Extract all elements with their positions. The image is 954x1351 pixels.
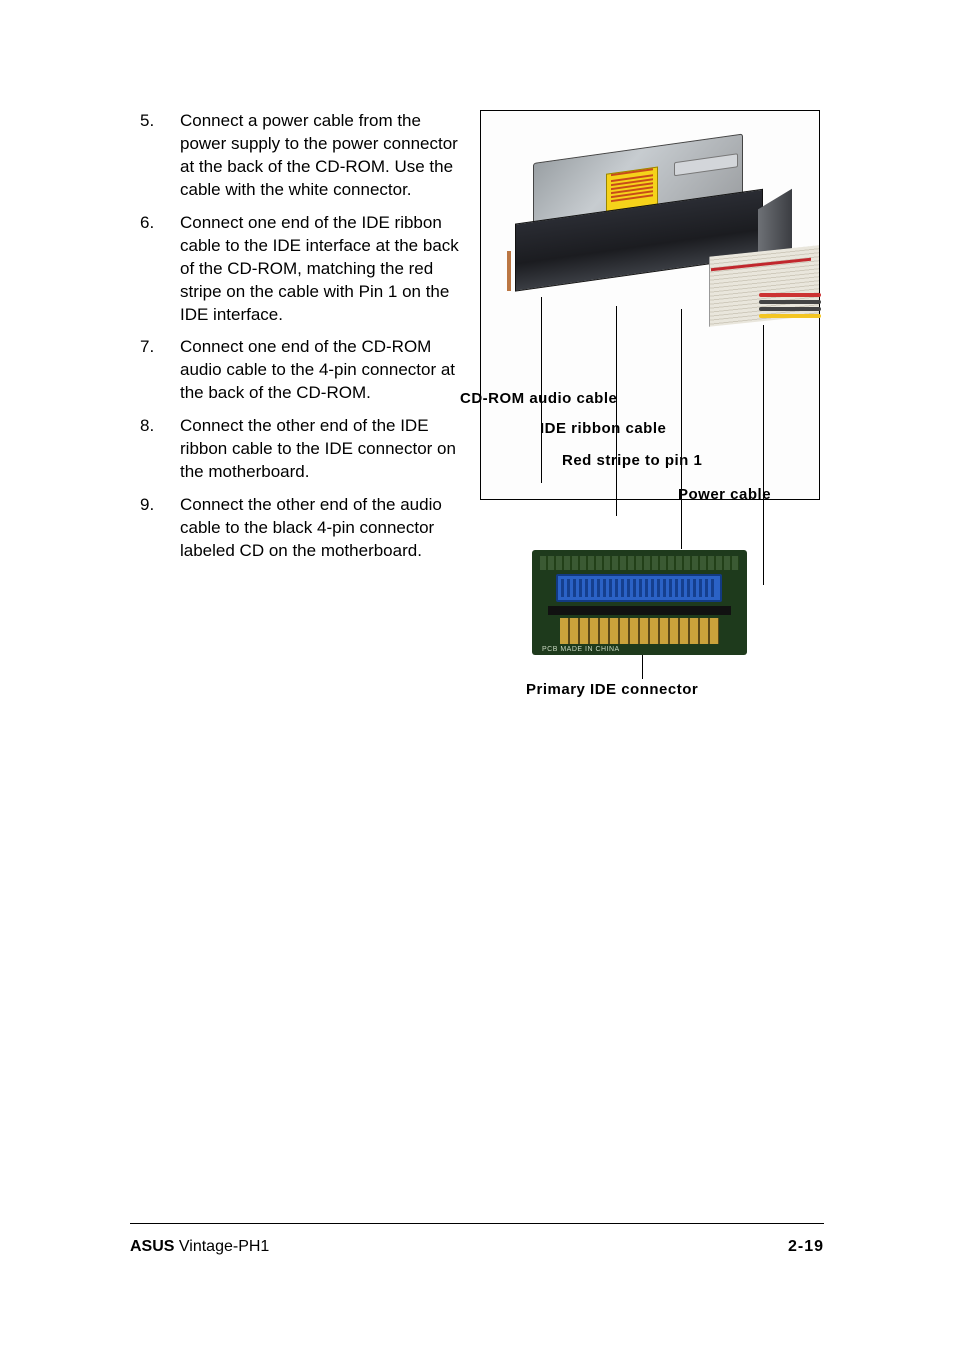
step-number: 6. (140, 212, 180, 327)
leader-line (763, 325, 764, 585)
leader-line (642, 655, 643, 679)
step-item: 8. Connect the other end of the IDE ribb… (140, 415, 470, 484)
step-text: Connect one end of the CD-ROM audio cabl… (180, 336, 470, 405)
leader-line (616, 306, 617, 516)
footer-brand: ASUS (130, 1238, 174, 1255)
footer-page-number: 2-19 (788, 1238, 824, 1256)
brand-plate (674, 153, 738, 176)
step-list: 5. Connect a power cable from the power … (140, 110, 470, 563)
audio-cable-graphic (507, 251, 511, 291)
step-number: 5. (140, 110, 180, 202)
label-red-stripe: Red stripe to pin 1 (562, 452, 702, 469)
step-number: 7. (140, 336, 180, 405)
ide-connector-graphic (556, 574, 722, 602)
power-wire-yellow (759, 314, 821, 318)
content-area: 5. Connect a power cable from the power … (140, 110, 824, 698)
instruction-column: 5. Connect a power cable from the power … (140, 110, 470, 698)
footer-row: ASUS Vintage-PH1 2-19 (130, 1238, 824, 1256)
step-item: 9. Connect the other end of the audio ca… (140, 494, 470, 563)
footer-model: Vintage-PH1 (174, 1238, 269, 1255)
leader-line (681, 309, 682, 549)
pcb-strip (548, 606, 731, 615)
gold-pin-row (560, 618, 719, 634)
gold-pin-row (560, 634, 719, 644)
power-wire-black (759, 300, 821, 304)
power-wire-black (759, 307, 821, 311)
step-text: Connect the other end of the audio cable… (180, 494, 470, 563)
cdrom-figure (480, 110, 820, 500)
label-primary-ide: Primary IDE connector (526, 681, 824, 698)
power-cable-graphic (759, 291, 821, 327)
step-item: 6. Connect one end of the IDE ribbon cab… (140, 212, 470, 327)
figure-column: CD-ROM audio cable IDE ribbon cable Red … (490, 110, 824, 698)
step-text: Connect the other end of the IDE ribbon … (180, 415, 470, 484)
step-item: 5. Connect a power cable from the power … (140, 110, 470, 202)
power-wire-red (759, 293, 821, 297)
step-item: 7. Connect one end of the CD-ROM audio c… (140, 336, 470, 405)
motherboard-ide-graphic: PCB MADE IN CHINA (532, 550, 747, 655)
step-number: 8. (140, 415, 180, 484)
label-ide-cable: IDE ribbon cable (540, 420, 666, 437)
pcb-trace-row (540, 556, 739, 570)
step-text: Connect a power cable from the power sup… (180, 110, 470, 202)
step-number: 9. (140, 494, 180, 563)
pcb-silk-text: PCB MADE IN CHINA (542, 646, 620, 653)
footer-divider (130, 1223, 824, 1224)
label-audio-cable: CD-ROM audio cable (460, 390, 617, 407)
motherboard-figure-wrap: PCB MADE IN CHINA Primary IDE connector (532, 550, 824, 698)
page: 5. Connect a power cable from the power … (0, 0, 954, 1351)
step-text: Connect one end of the IDE ribbon cable … (180, 212, 470, 327)
footer-product: ASUS Vintage-PH1 (130, 1238, 269, 1256)
page-footer: ASUS Vintage-PH1 2-19 (130, 1223, 824, 1256)
label-power-cable: Power cable (678, 486, 771, 503)
